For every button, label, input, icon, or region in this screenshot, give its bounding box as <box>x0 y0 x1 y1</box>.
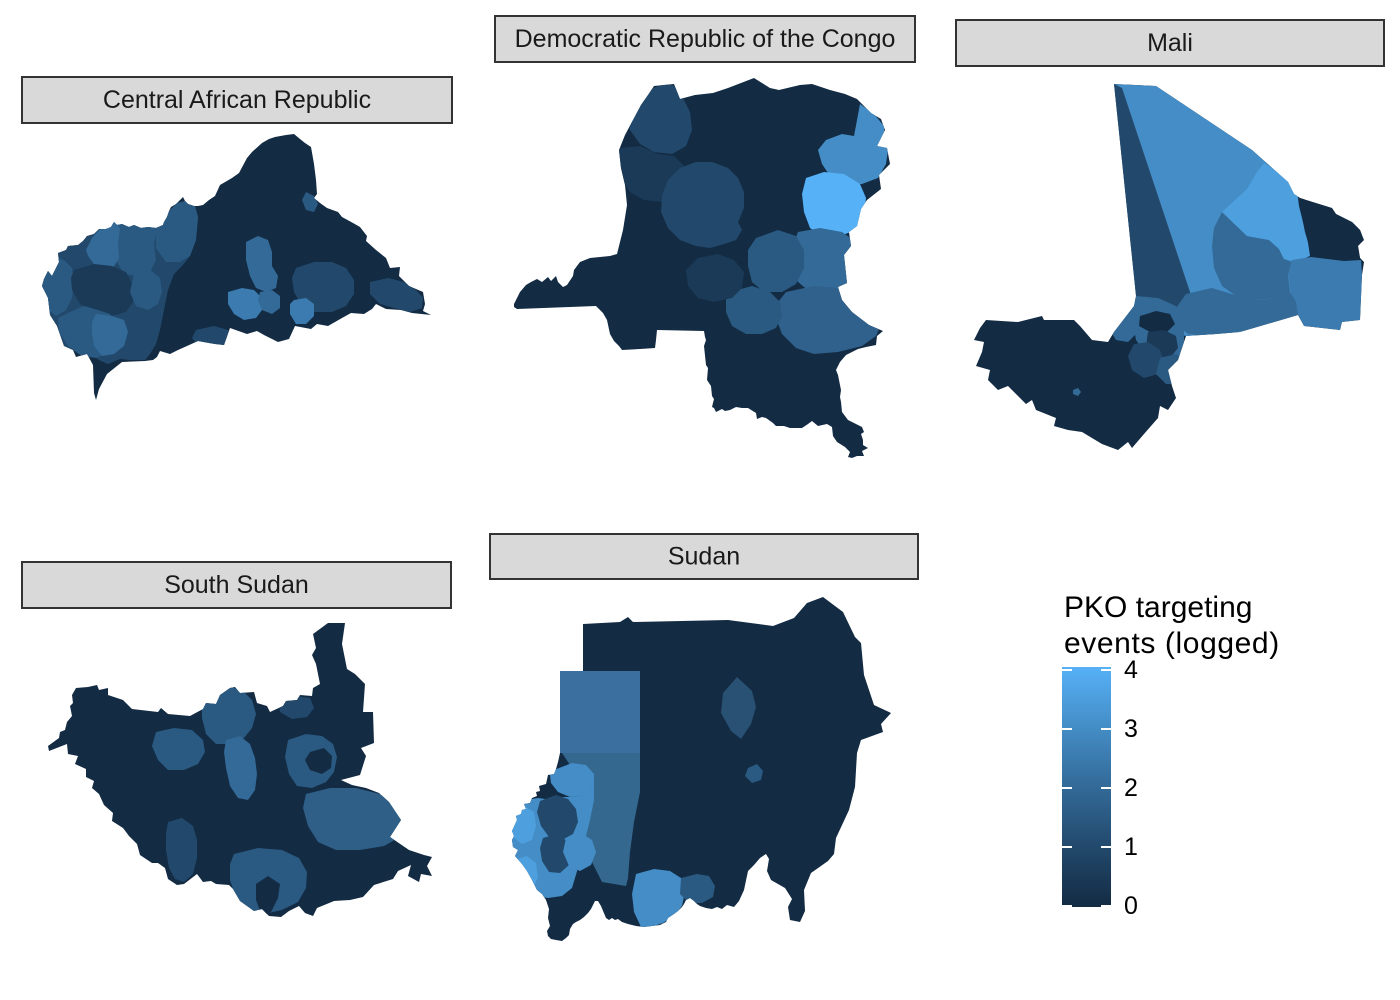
svg-text:Democratic Republic of the Con: Democratic Republic of the Congo <box>515 25 896 53</box>
svg-text:4: 4 <box>1124 656 1138 684</box>
svg-text:PKO targeting: PKO targeting <box>1064 591 1252 624</box>
svg-text:Sudan: Sudan <box>668 543 740 571</box>
svg-text:3: 3 <box>1124 715 1138 743</box>
svg-text:events (logged): events (logged) <box>1064 627 1280 660</box>
svg-text:0: 0 <box>1124 892 1138 920</box>
svg-text:1: 1 <box>1124 833 1138 861</box>
svg-text:Mali: Mali <box>1147 29 1193 57</box>
svg-text:South Sudan: South Sudan <box>164 571 309 599</box>
svg-text:2: 2 <box>1124 774 1138 802</box>
svg-text:Central African Republic: Central African Republic <box>103 86 371 114</box>
